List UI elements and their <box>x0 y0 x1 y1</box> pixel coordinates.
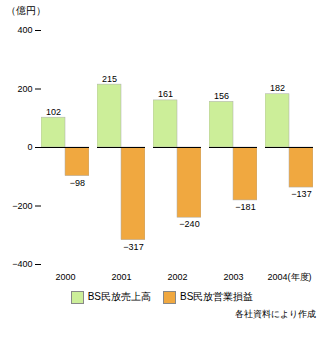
svg-text:102: 102 <box>46 107 61 117</box>
svg-text:−98: −98 <box>70 178 85 188</box>
svg-text:2001: 2001 <box>111 272 131 282</box>
html-text:BS民放営業損益: BS民放営業損益 <box>180 291 254 302</box>
svg-text:2004(年度): 2004(年度) <box>267 272 311 282</box>
svg-text:−181: −181 <box>235 202 255 212</box>
svg-text:2002: 2002 <box>167 272 187 282</box>
svg-text:2003: 2003 <box>223 272 243 282</box>
svg-text:215: 215 <box>102 74 117 84</box>
svg-text:200: 200 <box>17 84 32 94</box>
svg-text:400: 400 <box>17 25 32 35</box>
svg-text:−200: −200 <box>12 201 32 211</box>
svg-text:2000: 2000 <box>55 272 75 282</box>
svg-text:−137: −137 <box>291 189 311 199</box>
svg-text:−400: −400 <box>12 259 32 269</box>
svg-text:161: 161 <box>158 89 173 99</box>
html-text:BS民放売上高: BS民放売上高 <box>87 291 151 302</box>
svg-text:0: 0 <box>27 142 32 152</box>
svg-text:182: 182 <box>270 83 285 93</box>
html-text:（億円）: （億円） <box>6 5 46 16</box>
svg-text:−317: −317 <box>123 242 143 252</box>
html-text:各社資料により作成: 各社資料により作成 <box>235 309 316 319</box>
svg-text:−240: −240 <box>179 219 199 229</box>
svg-text:156: 156 <box>214 91 229 101</box>
